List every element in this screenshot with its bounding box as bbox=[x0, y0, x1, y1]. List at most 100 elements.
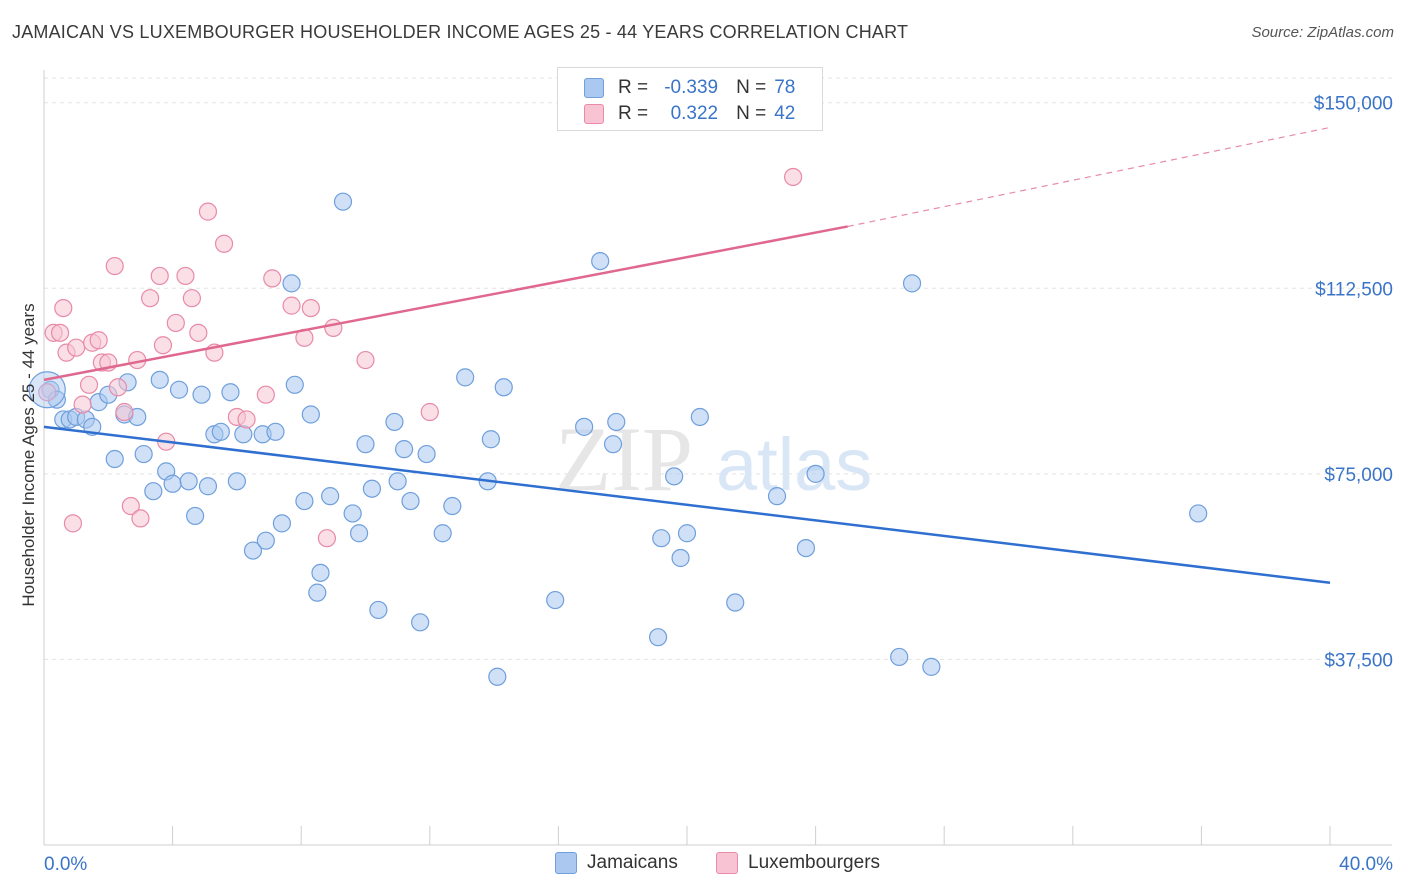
legend-row-luxembourgers: R = 0.322 N = 42 bbox=[584, 102, 795, 126]
y-axis-label: Householder Income Ages 25 - 44 years bbox=[19, 303, 38, 606]
trend-lines bbox=[43, 126, 1331, 584]
point-luxembourgers bbox=[214, 234, 234, 253]
point-jamaicans bbox=[169, 380, 189, 399]
legend-swatch-pink bbox=[716, 852, 738, 874]
gridlines bbox=[44, 77, 1392, 660]
point-jamaicans bbox=[417, 444, 436, 464]
tick-labels: $37,500 $75,000 $112,500 $150,000 0.0% 40.0% bbox=[44, 94, 1393, 875]
point-luxembourgers bbox=[176, 266, 195, 286]
watermark-atlas: atlas bbox=[716, 423, 872, 506]
point-jamaicans bbox=[546, 590, 565, 610]
legend-r-value: -0.339 bbox=[664, 77, 719, 98]
point-jamaicans bbox=[134, 444, 153, 464]
point-luxembourgers bbox=[121, 496, 140, 516]
legend-swatch-blue bbox=[584, 78, 604, 98]
point-luxembourgers bbox=[301, 299, 320, 318]
point-luxembourgers bbox=[324, 318, 343, 337]
legend-r-value: 0.322 bbox=[670, 103, 719, 124]
point-jamaicans bbox=[488, 667, 507, 686]
legend-label: Luxembourgers bbox=[748, 852, 881, 873]
point-jamaicans bbox=[150, 370, 169, 389]
axes bbox=[43, 70, 1392, 846]
legend-swatch-blue bbox=[555, 852, 577, 874]
point-luxembourgers bbox=[73, 395, 92, 414]
point-luxembourgers bbox=[79, 375, 99, 394]
x-tick-label: 0.0% bbox=[44, 854, 87, 875]
legend-n-label: N = bbox=[736, 103, 767, 124]
point-jamaicans bbox=[369, 600, 388, 620]
legend-item-jamaicans: Jamaicans bbox=[555, 852, 678, 874]
legend-r-label: R = bbox=[618, 103, 649, 124]
y-tick-label: $37,500 bbox=[1324, 650, 1393, 671]
point-luxembourgers bbox=[67, 338, 86, 357]
point-jamaicans bbox=[385, 412, 404, 432]
point-jamaicans bbox=[308, 583, 327, 602]
point-luxembourgers bbox=[256, 385, 275, 404]
point-luxembourgers bbox=[263, 269, 282, 288]
point-luxembourgers bbox=[420, 402, 439, 422]
y-tick-label: $112,500 bbox=[1315, 279, 1393, 300]
point-jamaicans bbox=[362, 479, 382, 498]
point-jamaicans bbox=[179, 472, 198, 491]
point-jamaicans bbox=[677, 524, 697, 543]
point-jamaicans bbox=[443, 496, 462, 516]
y-tick-label: $150,000 bbox=[1314, 94, 1393, 115]
point-luxembourgers bbox=[356, 350, 375, 370]
point-jamaicans bbox=[456, 368, 475, 387]
legend-row-jamaicans: R = -0.339 N = 78 bbox=[584, 76, 795, 100]
point-jamaicans bbox=[726, 593, 745, 612]
point-jamaicans bbox=[256, 531, 275, 550]
point-jamaicans bbox=[311, 563, 330, 582]
point-jamaicans bbox=[394, 440, 414, 459]
point-jamaicans bbox=[607, 412, 626, 432]
point-jamaicans bbox=[665, 467, 684, 486]
point-luxembourgers bbox=[108, 378, 128, 397]
source-label: Source: ZipAtlas.com bbox=[1251, 24, 1394, 41]
point-luxembourgers bbox=[317, 529, 337, 548]
point-jamaicans bbox=[243, 541, 263, 560]
point-jamaicans bbox=[603, 435, 623, 454]
point-jamaicans bbox=[266, 422, 285, 441]
correlation-legend: R = -0.339 N = 78 R = 0.322 N = 42 bbox=[557, 67, 823, 131]
point-jamaicans bbox=[192, 385, 211, 404]
point-luxembourgers bbox=[131, 509, 150, 528]
point-jamaicans bbox=[648, 628, 668, 647]
point-jamaicans bbox=[295, 491, 314, 511]
point-jamaicans bbox=[494, 378, 513, 397]
trend-line-luxembourgers bbox=[43, 225, 848, 382]
data-points bbox=[28, 167, 1208, 686]
point-jamaicans bbox=[221, 383, 240, 402]
point-jamaicans bbox=[591, 251, 610, 271]
point-jamaicans bbox=[671, 548, 690, 568]
point-luxembourgers bbox=[115, 402, 134, 422]
point-luxembourgers bbox=[105, 256, 124, 276]
legend-swatch-pink bbox=[584, 104, 604, 124]
trend-line-luxembourgers-extension bbox=[847, 126, 1331, 228]
point-jamaicans bbox=[285, 375, 304, 394]
point-jamaicans bbox=[767, 487, 787, 506]
point-jamaicans bbox=[652, 529, 671, 548]
point-jamaicans bbox=[433, 524, 452, 543]
point-jamaicans-large bbox=[28, 371, 66, 409]
point-luxembourgers bbox=[50, 323, 70, 342]
point-jamaicans bbox=[401, 491, 420, 511]
point-luxembourgers bbox=[189, 323, 208, 342]
point-luxembourgers bbox=[198, 202, 218, 221]
point-jamaicans bbox=[186, 506, 205, 526]
point-luxembourgers bbox=[54, 299, 73, 318]
legend-n-value: 78 bbox=[774, 77, 796, 98]
point-jamaicans bbox=[890, 647, 909, 667]
trend-line-jamaicans bbox=[43, 425, 1331, 584]
chart-title: JAMAICAN VS LUXEMBOURGER HOUSEHOLDER INC… bbox=[12, 22, 909, 42]
point-jamaicans bbox=[301, 405, 320, 424]
point-jamaicans bbox=[105, 449, 124, 469]
point-luxembourgers bbox=[89, 331, 108, 350]
legend-n-label: N = bbox=[736, 77, 767, 98]
point-luxembourgers bbox=[153, 336, 173, 355]
point-jamaicans bbox=[198, 477, 218, 496]
legend-item-luxembourgers: Luxembourgers bbox=[716, 852, 880, 874]
point-luxembourgers bbox=[166, 313, 185, 333]
point-jamaicans bbox=[321, 487, 340, 506]
legend-n-value: 42 bbox=[774, 103, 796, 124]
